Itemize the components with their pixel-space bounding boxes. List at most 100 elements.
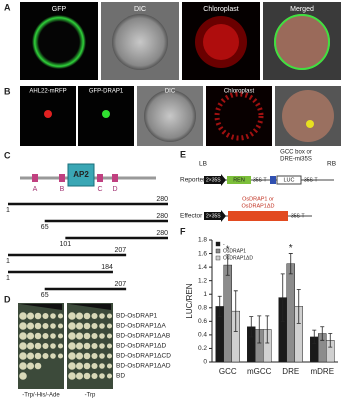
yeast-spot: [99, 333, 105, 339]
image-label: GFP-DRAP1: [89, 89, 124, 95]
yeast-spot: [106, 363, 113, 369]
x-tick-label: GCC: [219, 367, 237, 376]
legend-swatch: [215, 255, 221, 261]
yeast-spot: [19, 342, 27, 350]
yeast-spot: [75, 352, 84, 360]
legend-label: OsDRAP1: [223, 248, 246, 254]
yeast-spot: [42, 342, 49, 350]
yeast-spot: [83, 322, 91, 330]
yeast-spot: [83, 362, 91, 370]
part-label: 2×35S: [206, 177, 221, 183]
yeast-spot: [68, 362, 76, 370]
error-bar: [265, 315, 270, 344]
promoter-label: DRE-mi35S: [280, 157, 312, 163]
x-tick-label: mDRE: [310, 367, 334, 376]
construct-end: 207: [114, 281, 126, 288]
yeast-spot: [34, 332, 42, 340]
error-bar: [249, 316, 254, 338]
yeast-spot: [19, 332, 27, 340]
yeast-spot: [34, 362, 42, 370]
yeast-spot: [99, 313, 105, 319]
yeast-spot: [26, 362, 35, 370]
part-label: 2×35S: [206, 213, 221, 219]
yeast-spot: [34, 352, 42, 360]
yeast-spot: [34, 342, 42, 350]
construct-end: 280: [156, 230, 168, 237]
part-label: 35S-T: [304, 177, 318, 183]
rb-label: RB: [327, 161, 336, 168]
error-bar: [280, 273, 285, 322]
error-bar: [257, 315, 262, 344]
error-bar: [233, 290, 238, 332]
image-label: DIC: [134, 6, 146, 13]
yeast-spot: [99, 363, 105, 369]
strain-label: BD-OsDRAP1ΔCD: [116, 353, 171, 360]
error-bar: [296, 289, 301, 324]
yeast-spot: [99, 323, 105, 329]
legend-label: -: [223, 241, 225, 247]
panel-letter: C: [4, 150, 11, 160]
gene-box: [228, 211, 288, 221]
error-bar: [312, 329, 317, 345]
part-label: 35S-T: [291, 213, 305, 219]
error-bar: [328, 333, 333, 348]
construct-end: 280: [156, 196, 168, 203]
part-label: REN: [233, 177, 245, 183]
yeast-spot: [83, 332, 91, 340]
yeast-spot: [91, 312, 98, 320]
y-tick-label: 1.8: [198, 237, 207, 244]
yeast-spot: [75, 312, 84, 320]
part-label: LUC: [283, 177, 294, 183]
domain-label: D: [112, 186, 117, 193]
strain-label: BD: [116, 373, 125, 380]
yeast-spot: [57, 323, 64, 329]
image-label: DIC: [165, 89, 176, 95]
y-tick-label: 0.8: [198, 304, 207, 311]
yeast-spot: [99, 343, 105, 349]
promoter-label: GCC box or: [280, 150, 312, 156]
promoter-arrow: [204, 174, 226, 186]
construct-end: 184: [101, 264, 113, 271]
legend-label: OsDRAP1ΔD: [223, 255, 253, 261]
domain-label: B: [60, 186, 65, 193]
medium-label: -Trp: [85, 393, 96, 399]
image-label: AHL22-mRFP: [29, 89, 66, 95]
yeast-spot: [50, 313, 56, 319]
y-tick-label: 1.6: [198, 250, 207, 257]
error-bar: [217, 295, 222, 317]
y-tick-label: 1.4: [198, 264, 207, 271]
y-axis-label: LUC/REN: [185, 283, 194, 318]
yeast-spot: [26, 312, 35, 320]
yeast-spot: [83, 342, 91, 350]
domain-label: A: [33, 186, 38, 193]
yeast-spot: [57, 343, 64, 349]
yeast-spot: [75, 342, 84, 350]
yeast-spot: [106, 333, 113, 339]
yeast-spot: [42, 332, 49, 340]
yeast-spot: [75, 372, 84, 380]
yeast-spot: [91, 372, 98, 380]
yeast-spot: [68, 332, 76, 340]
yeast-spot: [106, 373, 113, 379]
yeast-spot: [91, 362, 98, 370]
yeast-spot: [83, 372, 91, 380]
y-tick-label: 0.6: [198, 318, 207, 325]
yeast-spot: [68, 372, 76, 380]
legend-swatch: [215, 241, 221, 247]
yeast-spot: [75, 332, 84, 340]
domain: [59, 174, 65, 182]
x-tick-label: mGCC: [247, 367, 272, 376]
yeast-spot: [75, 362, 84, 370]
promoter-arrow: [204, 210, 226, 222]
yeast-spot: [83, 352, 91, 360]
yeast-spot: [19, 322, 27, 330]
yeast-spot: [19, 372, 27, 380]
panel-letter: E: [180, 149, 186, 159]
yeast-spot: [106, 353, 113, 359]
error-bar: [288, 253, 293, 275]
yeast-spot: [68, 352, 76, 360]
construct-start: 1: [6, 258, 10, 265]
y-tick-label: 0.2: [198, 345, 207, 352]
bar: [286, 263, 295, 363]
box-element: [270, 176, 276, 184]
